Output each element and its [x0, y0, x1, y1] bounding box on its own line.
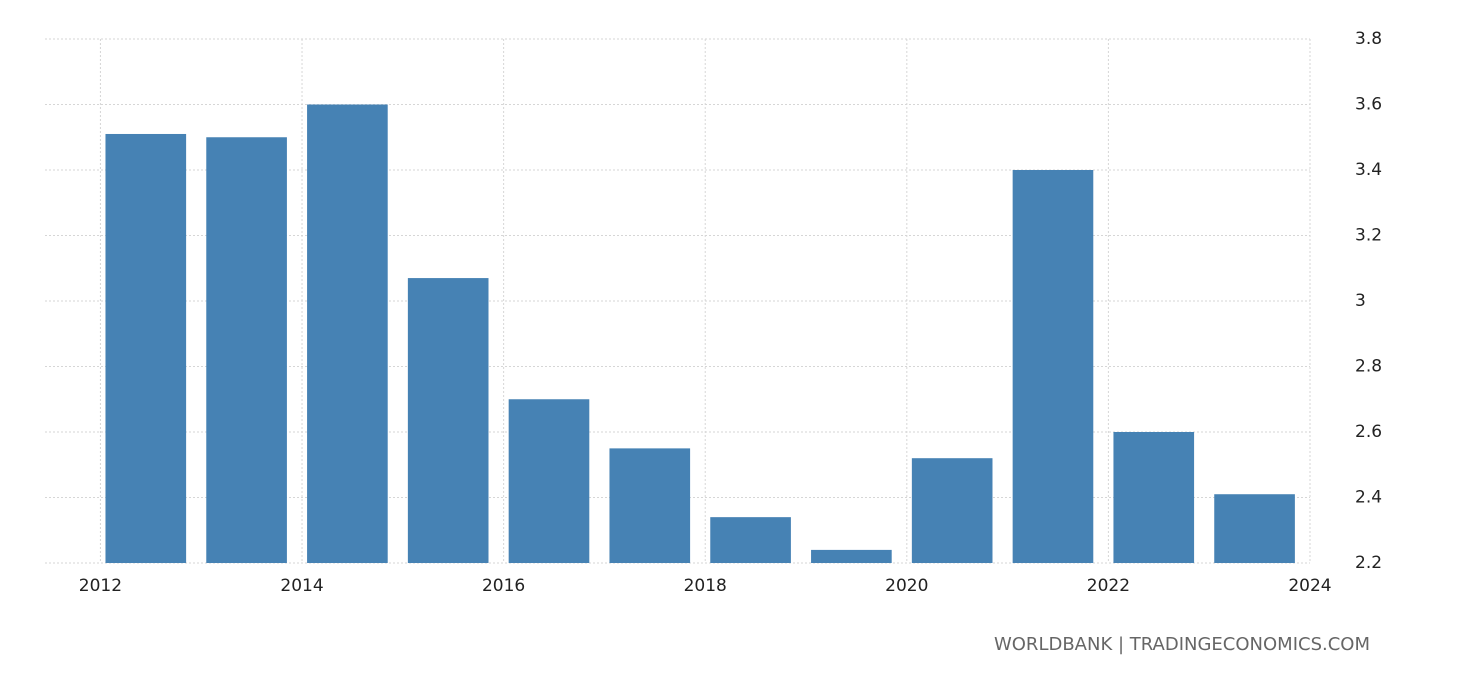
x-tick-label: 2024: [1288, 576, 1331, 596]
bar: [307, 104, 388, 563]
bar: [105, 133, 187, 563]
bar: [1214, 494, 1295, 563]
x-tick-label: 2012: [79, 576, 122, 596]
y-tick-label: 3.4: [1355, 160, 1382, 180]
y-tick-label: 2.6: [1355, 422, 1382, 442]
bar: [206, 137, 287, 563]
x-tick-label: 2018: [684, 576, 727, 596]
source: WORLDBANK | TRADINGECONOMICS.COM: [994, 634, 1370, 655]
x-tick-label: 2016: [482, 576, 525, 596]
y-tick-label: 3.6: [1355, 95, 1382, 115]
x-tick-label: 2022: [1087, 576, 1130, 596]
bar: [609, 448, 691, 563]
x-tick-label: 2020: [885, 576, 928, 596]
y-tick-label: 2.8: [1355, 357, 1382, 377]
bar: [911, 458, 993, 563]
bar: [407, 278, 489, 563]
y-tick-label: 3.8: [1355, 29, 1382, 49]
y-tick-label: 2.2: [1355, 553, 1382, 573]
bar: [710, 517, 791, 563]
y-tick-label: 3: [1355, 291, 1366, 311]
bar: [811, 549, 892, 563]
x-tick-label: 2014: [280, 576, 323, 596]
bar: [1012, 170, 1094, 563]
y-tick-label: 3.2: [1355, 226, 1382, 246]
bar: [1113, 432, 1195, 563]
bar: [508, 399, 590, 563]
y-tick-label: 2.4: [1355, 488, 1382, 508]
